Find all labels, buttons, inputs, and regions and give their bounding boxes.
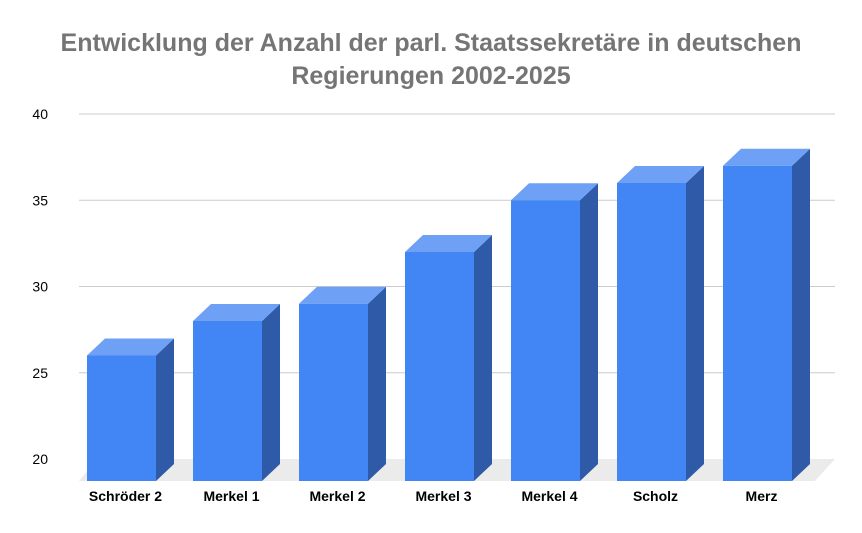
x-tick-label: Scholz <box>633 488 678 504</box>
bar-front <box>617 183 686 481</box>
bar <box>723 148 810 481</box>
x-tick-label: Merkel 2 <box>309 488 365 504</box>
bar-side <box>792 148 810 481</box>
bar <box>617 166 704 481</box>
x-tick-label: Merkel 4 <box>521 488 577 504</box>
bars <box>87 148 810 481</box>
bar <box>193 304 280 481</box>
bar-top <box>87 338 174 356</box>
y-tick-label: 40 <box>32 106 48 122</box>
chart-title: Entwicklung der Anzahl der parl. Staatss… <box>0 27 862 93</box>
x-tick-label: Schröder 2 <box>89 488 162 504</box>
bar-front <box>87 355 156 481</box>
bar-front <box>511 200 580 481</box>
bar-top <box>723 148 810 166</box>
y-tick-label: 30 <box>32 279 48 295</box>
bar <box>405 235 492 481</box>
bar <box>299 286 386 481</box>
x-axis-labels: Schröder 2 Merkel 1 Merkel 2 Merkel 3 Merkel… <box>89 488 778 504</box>
bar-top <box>193 304 280 321</box>
bar-front <box>723 165 792 481</box>
bar-side <box>368 286 386 481</box>
bar-front <box>299 303 368 481</box>
bar-side <box>156 338 174 481</box>
bar <box>511 183 598 481</box>
bar-front <box>193 321 262 481</box>
y-axis-ticks: 20 25 30 35 40 <box>32 106 48 467</box>
bar-top <box>511 183 598 201</box>
x-tick-label: Merkel 1 <box>203 488 259 504</box>
x-tick-label: Merz <box>746 488 778 504</box>
y-tick-label: 25 <box>32 365 48 381</box>
bar-side <box>686 166 704 481</box>
x-tick-label: Merkel 3 <box>415 488 471 504</box>
bar-top <box>617 166 704 183</box>
chart-title-line-2: Regierungen 2002-2025 <box>291 62 571 90</box>
bar-side <box>262 304 280 481</box>
y-tick-label: 20 <box>32 451 48 467</box>
y-tick-label: 35 <box>32 192 48 208</box>
chart-title-line-1: Entwicklung der Anzahl der parl. Staatss… <box>60 29 802 57</box>
bar-top <box>405 235 492 252</box>
bar-front <box>405 252 474 481</box>
bar-side <box>474 235 492 481</box>
bar <box>87 338 174 481</box>
bar-top <box>299 286 386 304</box>
bar-side <box>580 183 598 481</box>
